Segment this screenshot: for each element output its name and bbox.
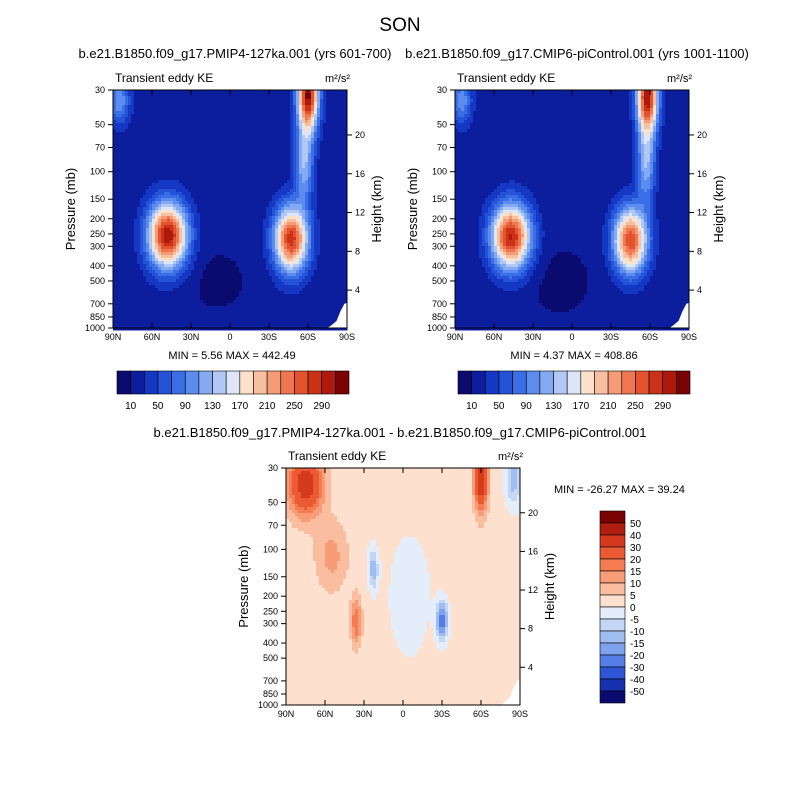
figure-title: SON [379,15,420,36]
panels-layer: b.e21.B1850.f09_g17.PMIP4-127ka.001 (yrs… [63,46,749,719]
contour-field [113,90,348,331]
panel-left-label: Transient eddy KE [115,71,213,85]
panel-1: b.e21.B1850.f09_g17.PMIP4-127ka.001 (yrs… [63,46,391,412]
panel-title: b.e21.B1850.f09_g17.PMIP4-127ka.001 (yrs… [79,46,392,61]
panel-units: m²/s² [325,73,350,85]
